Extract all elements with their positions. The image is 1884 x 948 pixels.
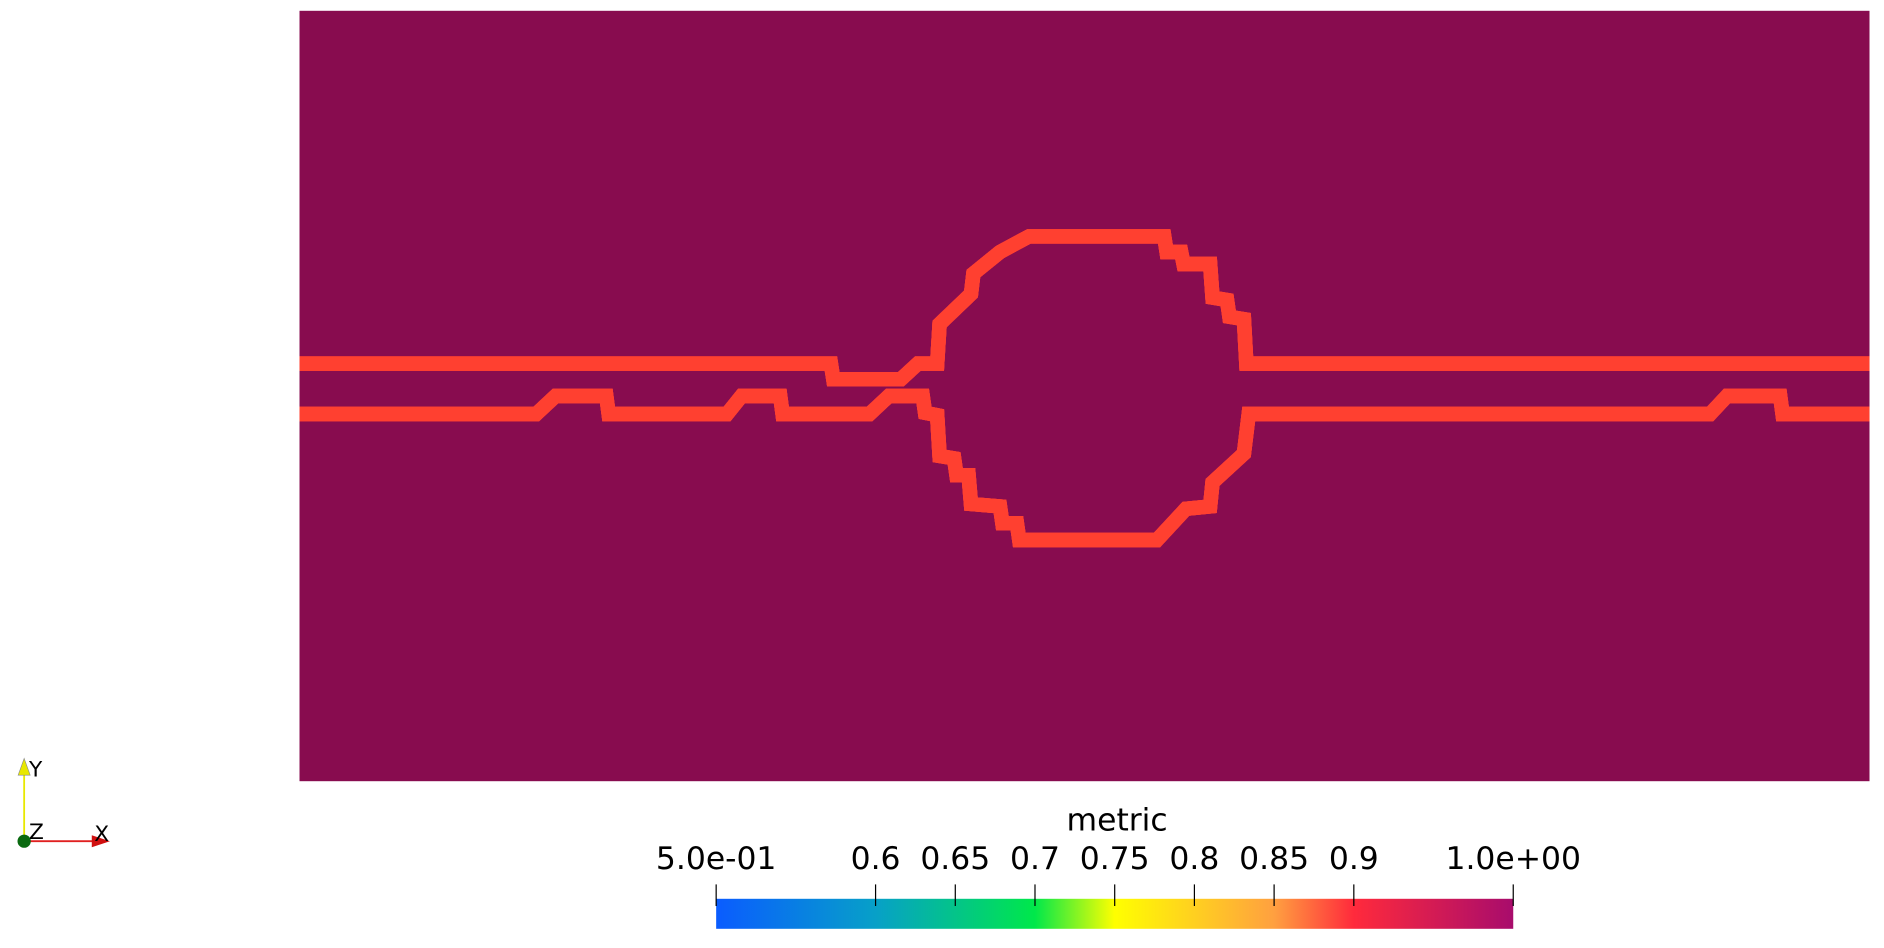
z-label: Z [29,820,44,845]
colorbar-title: metric [1067,802,1168,838]
colorbar-tick-label: 1.0e+00 [1445,841,1581,877]
colorbar-tick-label: 0.75 [1080,841,1150,877]
y-label: Y [28,757,43,782]
x-arrow [91,835,110,848]
domain [299,10,1870,782]
field [299,236,1870,540]
x-label: X [94,822,109,847]
axes-widget: Y Z X [17,757,110,848]
colorbar-tick-label: 0.6 [851,841,901,877]
colorbar-tick-label: 0.9 [1329,841,1379,877]
colorbar-tick-label: 5.0e-01 [656,841,777,877]
colorbar-tick-label: 0.8 [1169,841,1219,877]
colorbar-tick-label: 0.65 [920,841,990,877]
colorbar-tick-label: 0.85 [1239,841,1309,877]
colorbar-tick-label: 0.7 [1010,841,1060,877]
y-arrow [17,757,31,776]
z-axis [17,834,31,848]
